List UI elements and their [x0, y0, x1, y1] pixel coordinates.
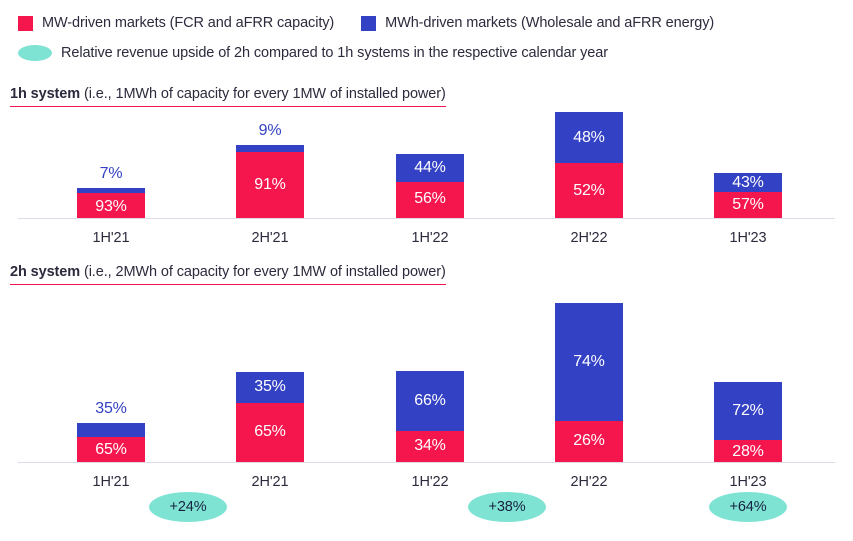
bar2-1h22-label-mwh: 66%	[414, 392, 446, 409]
bar2-1h22[interactable]: 66% 34%	[396, 371, 464, 462]
bar-2h21[interactable]: 9% 91%	[236, 123, 304, 218]
bar2-1h23-label-mw: 28%	[732, 443, 764, 460]
bar-1h21-label-mwh: 7%	[99, 165, 123, 182]
legend-label-mwh: MWh-driven markets (Wholesale and aFRR e…	[385, 15, 715, 31]
legend-swatch-mwh-icon	[361, 15, 377, 31]
bar-1h23-label-mwh: 43%	[732, 174, 764, 191]
bar-2h22-segment-mwh	[555, 112, 623, 163]
xtick-1h23: 1H'23	[729, 230, 767, 246]
section-title-1h: 1h system (i.e., 1MWh of capacity for ev…	[10, 86, 446, 107]
bar2-1h21-segment-mwh	[77, 423, 145, 437]
bar-1h23-label-mw: 57%	[732, 196, 764, 213]
bar2-1h23-label-mwh: 72%	[732, 402, 764, 419]
bar2-2h22[interactable]: 74% 26%	[555, 303, 623, 462]
bar-1h21-segment-mw	[77, 193, 145, 218]
legend-item-upside: Relative revenue upside of 2h compared t…	[18, 45, 608, 61]
legend-swatch-mw-icon	[18, 15, 33, 31]
chart-legend: MW-driven markets (FCR and aFRR capacity…	[0, 0, 853, 68]
xtick-2h22: 2H'22	[570, 230, 608, 246]
chart-1h-axis	[18, 218, 835, 219]
bar2-1h21-label-mw: 65%	[95, 441, 127, 458]
chart-1h-system: 7% 93% 9% 91% 44% 56% 48% 52% 43% 57% 1H…	[0, 0, 853, 250]
bar-2h21-segment-mw	[236, 152, 304, 218]
xtick-1h22: 1H'22	[411, 230, 449, 246]
upside-badge-2021: +24%	[149, 492, 227, 522]
legend-swatch-upside-icon	[18, 45, 52, 61]
section-title-2h: 2h system (i.e., 2MWh of capacity for ev…	[10, 264, 446, 285]
legend-row-markets: MW-driven markets (FCR and aFRR capacity…	[0, 8, 853, 38]
bar2-2h21-label-mw: 65%	[254, 423, 286, 440]
bar2-2h21[interactable]: 35% 65%	[236, 372, 304, 462]
bar-2h22-label-mwh: 48%	[573, 129, 605, 146]
bar-1h22-label-mw: 56%	[414, 190, 446, 207]
xtick2-2h21: 2H'21	[251, 474, 289, 490]
bar2-1h22-label-mw: 34%	[414, 437, 446, 454]
legend-row-upside: Relative revenue upside of 2h compared t…	[0, 38, 853, 68]
bar2-2h21-label-mwh: 35%	[254, 378, 286, 395]
bar-2h22-label-mw: 52%	[573, 182, 605, 199]
bar-1h23-segment-mw	[714, 192, 782, 218]
bar-1h22[interactable]: 44% 56%	[396, 154, 464, 218]
bar-2h21-label-mw: 91%	[254, 176, 286, 193]
bar2-2h21-segment-mw	[236, 403, 304, 462]
xtick2-1h23: 1H'23	[729, 474, 767, 490]
bar-1h23[interactable]: 43% 57%	[714, 173, 782, 218]
legend-item-mwh-driven: MWh-driven markets (Wholesale and aFRR e…	[361, 15, 714, 31]
section-title-2h-bold: 2h system	[10, 264, 81, 280]
bar2-1h23[interactable]: 72% 28%	[714, 382, 782, 462]
xtick2-1h22: 1H'22	[411, 474, 449, 490]
bar2-1h23-segment-mw	[714, 440, 782, 462]
bar-1h22-label-mwh: 44%	[414, 159, 446, 176]
xtick2-2h22: 2H'22	[570, 474, 608, 490]
bar2-1h22-segment-mw	[396, 431, 464, 462]
bar2-1h21-label-mwh: 35%	[95, 400, 127, 417]
bar2-2h22-segment-mwh	[555, 303, 623, 421]
bar-2h22-segment-mw	[555, 163, 623, 218]
bar2-1h21[interactable]: 35% 65%	[77, 401, 145, 462]
section-title-2h-rest: (i.e., 2MWh of capacity for every 1MW of…	[80, 264, 446, 280]
bar-1h23-segment-mwh	[714, 173, 782, 192]
xtick2-1h21: 1H'21	[92, 474, 130, 490]
bar-1h22-segment-mw	[396, 182, 464, 218]
section-title-1h-bold: 1h system	[10, 86, 81, 102]
bar-2h21-segment-mwh	[236, 145, 304, 152]
bar2-1h21-segment-mw	[77, 437, 145, 462]
bar2-2h21-segment-mwh	[236, 372, 304, 403]
bar2-1h23-segment-mwh	[714, 382, 782, 440]
section-title-1h-rest: (i.e., 1MWh of capacity for every 1MW of…	[80, 86, 446, 102]
xtick-1h21: 1H'21	[92, 230, 130, 246]
bar-1h21[interactable]: 7% 93%	[77, 166, 145, 218]
bar-1h21-segment-mwh	[77, 188, 145, 193]
bar-1h21-label-mw: 93%	[95, 198, 127, 215]
bar2-2h22-segment-mw	[555, 421, 623, 462]
legend-label-mw: MW-driven markets (FCR and aFRR capacity…	[42, 15, 335, 31]
bar-2h22[interactable]: 48% 52%	[555, 112, 623, 218]
bar2-2h22-label-mwh: 74%	[573, 353, 605, 370]
upside-badge-2023: +64%	[709, 492, 787, 522]
bar-2h21-label-mwh: 9%	[258, 122, 282, 139]
legend-item-mw-driven: MW-driven markets (FCR and aFRR capacity…	[18, 15, 334, 31]
bar-1h22-segment-mwh	[396, 154, 464, 182]
bar2-1h22-segment-mwh	[396, 371, 464, 431]
legend-label-upside: Relative revenue upside of 2h compared t…	[61, 45, 608, 61]
upside-badge-2022: +38%	[468, 492, 546, 522]
bar2-2h22-label-mw: 26%	[573, 432, 605, 449]
xtick-2h21: 2H'21	[251, 230, 289, 246]
chart-2h-axis	[18, 462, 835, 463]
